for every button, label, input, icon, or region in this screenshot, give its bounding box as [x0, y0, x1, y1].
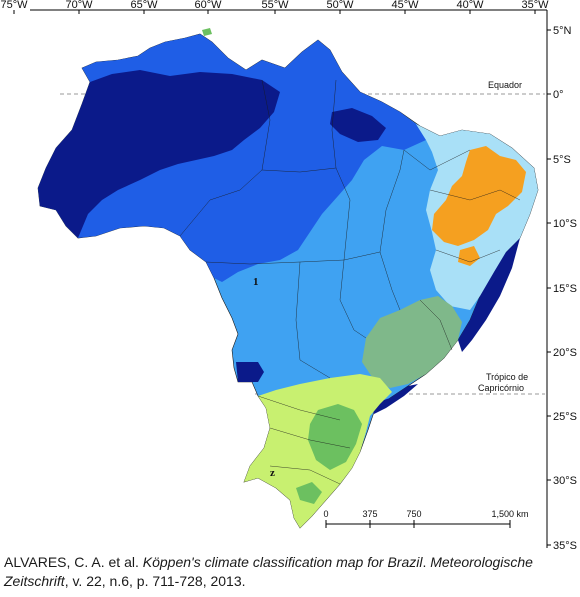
lat-tick-5n: 5°N: [553, 25, 572, 37]
state-borders: [179, 79, 521, 485]
region-bsh-2: [458, 246, 480, 266]
region-af-south: [236, 362, 264, 382]
lon-tick-55w: 55°W: [261, 0, 289, 11]
citation: ALVARES, C. A. et al. Köppen's climate c…: [4, 553, 576, 591]
region-cfb-2: [296, 482, 322, 504]
region-label-z: z: [270, 467, 275, 479]
equator-label: Equador: [488, 80, 522, 90]
lat-tick-0: 0°: [553, 89, 564, 101]
lat-tick-25s: 25°S: [553, 411, 577, 423]
island-marker: [202, 28, 212, 36]
tropic-label-2: Capricórnio: [478, 383, 524, 393]
scale-tick-375: 375: [362, 509, 377, 519]
brazil-land: [37, 28, 539, 529]
region-af-central: [330, 108, 386, 142]
lon-tick-45w: 45°W: [391, 0, 419, 11]
lat-tick-5s: 5°S: [553, 154, 571, 166]
lon-tick-50w: 50°W: [326, 0, 354, 11]
citation-journal: Meteorologische Zeitschrift: [4, 554, 533, 589]
lon-tick-35w: 35°W: [521, 0, 549, 11]
scale-tick-1500: 1,500 km: [491, 509, 528, 519]
region-bsh: [432, 146, 526, 246]
scale-bar: 0 375 750 1,500 km: [323, 509, 529, 528]
tropic-label-1: Trópico de: [486, 372, 528, 382]
lat-tick-20s: 20°S: [553, 347, 577, 359]
lat-tick-30s: 30°S: [553, 475, 577, 487]
region-cw: [362, 296, 462, 388]
citation-title: Köppen's climate classification map for …: [142, 554, 423, 570]
region-cfb: [308, 404, 362, 470]
scale-tick-0: 0: [323, 509, 328, 519]
lon-tick-40w: 40°W: [456, 0, 484, 11]
lon-tick-70w: 70°W: [65, 0, 93, 11]
region-af-coast: [458, 238, 520, 352]
lat-tick-10s: 10°S: [553, 218, 577, 230]
region-af-southcoast: [372, 384, 418, 414]
citation-details: , v. 22, n.6, p. 711-728, 2013.: [64, 573, 246, 589]
region-label-1: 1: [253, 276, 259, 288]
region-af-west: [38, 70, 280, 238]
lon-tick-75w: 75°W: [0, 0, 28, 11]
citation-sep: .: [422, 554, 431, 570]
citation-authors: ALVARES, C. A. et al.: [4, 554, 143, 570]
lon-tick-60w: 60°W: [194, 0, 222, 11]
longitude-axis: 75°W 70°W 65°W 60°W 55°W 50°W 45°W 40°W …: [0, 0, 549, 14]
lat-tick-35s: 35°S: [553, 540, 577, 552]
lat-tick-15s: 15°S: [553, 283, 577, 295]
latitude-axis: 5°N 0° 5°S 10°S 15°S 20°S 25°S 30°S 35°S: [546, 10, 577, 552]
lon-tick-65w: 65°W: [130, 0, 158, 11]
scale-tick-750: 750: [406, 509, 421, 519]
